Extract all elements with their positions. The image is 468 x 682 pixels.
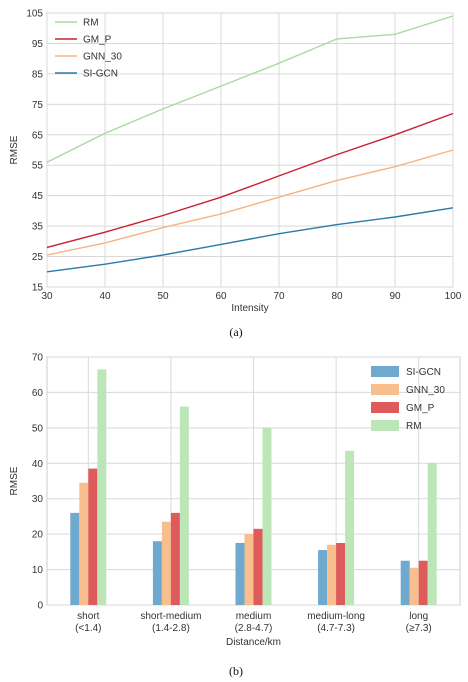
bar-si-gcn-long xyxy=(400,560,410,605)
series-line-gm_p xyxy=(46,112,454,249)
y-tick-label-b: 0 xyxy=(37,601,43,612)
line-chart-rmse-vs-intensity: 30 40 50 60 70 80 90 100 15 25 35 45 55 65 75 85 95 105 In… xyxy=(9,9,462,315)
bar-rm-long xyxy=(427,463,437,605)
x-tick-label-a: 100 xyxy=(445,291,462,302)
x-tick-range-b: (≥7.3) xyxy=(406,623,432,634)
series-line-si-gcn xyxy=(46,207,454,273)
series-line-gnn_30 xyxy=(46,149,454,256)
x-axis-label-b: Distance/km xyxy=(226,637,281,648)
x-axis-label-a: Intensity xyxy=(231,303,268,314)
x-tick-label-a: 90 xyxy=(389,291,401,302)
x-tick-label-a: 60 xyxy=(215,291,227,302)
x-tick-range-b: (2.8-4.7) xyxy=(235,623,273,634)
legend-label-b: GM_P xyxy=(406,403,435,414)
legend-label-a: GM_P xyxy=(83,35,112,46)
y-tick-label-b: 70 xyxy=(32,353,44,364)
y-tick-label-a: 65 xyxy=(32,130,44,141)
y-tick-label-a: 95 xyxy=(32,39,44,50)
legend-label-b: GNN_30 xyxy=(406,385,445,396)
bar-gm_p-long xyxy=(418,560,428,605)
bar-gnn_30-medium-long xyxy=(327,544,337,605)
bar-gnn_30-short xyxy=(79,482,89,605)
bar-rm-medium-long xyxy=(345,450,355,605)
bar-gm_p-medium xyxy=(253,528,263,605)
bar-gm_p-medium-long xyxy=(336,543,346,605)
caption-a: (a) xyxy=(229,325,242,339)
y-tick-label-a: 105 xyxy=(26,9,43,20)
y-tick-label-a: 15 xyxy=(32,283,44,294)
legend-label-a: RM xyxy=(83,18,99,29)
bar-gm_p-short xyxy=(88,468,98,605)
x-tick-label-b: short xyxy=(77,611,99,622)
x-tick-range-b: (4.7-7.3) xyxy=(317,623,355,634)
series-line-rm xyxy=(46,15,454,163)
bar-si-gcn-short-medium xyxy=(152,541,162,605)
x-tick-label-b: medium-long xyxy=(307,611,365,622)
bar-gnn_30-long xyxy=(409,567,419,605)
legend-label-a: SI-GCN xyxy=(83,69,118,80)
y-axis-label-b: RMSE xyxy=(9,466,20,495)
y-tick-label-b: 60 xyxy=(32,388,44,399)
y-tick-label-a: 25 xyxy=(32,252,44,263)
bar-rm-medium xyxy=(262,427,272,605)
legend-label-a: GNN_30 xyxy=(83,52,122,63)
y-tick-label-b: 40 xyxy=(32,459,44,470)
legend-label-b: SI-GCN xyxy=(406,367,441,378)
y-tick-label-b: 50 xyxy=(32,423,44,434)
x-tick-label-b: short-medium xyxy=(140,611,201,622)
plot-area-a xyxy=(46,12,454,288)
x-tick-label-a: 40 xyxy=(99,291,111,302)
y-tick-label-a: 55 xyxy=(32,161,44,172)
x-tick-label-a: 50 xyxy=(157,291,169,302)
x-tick-label-a: 70 xyxy=(273,291,285,302)
legend-swatch-b-gnn_30 xyxy=(371,384,399,395)
bar-chart-rmse-vs-distance: 0 10 20 30 40 50 60 70 short(<1.4) short-medium(1… xyxy=(9,353,461,648)
bar-gm_p-short-medium xyxy=(170,512,180,605)
legend-swatch-b-si-gcn xyxy=(371,366,399,377)
y-tick-label-a: 35 xyxy=(32,222,44,233)
bar-rm-short-medium xyxy=(179,406,189,605)
y-tick-label-a: 75 xyxy=(32,100,44,111)
legend-swatch-b-rm xyxy=(371,420,399,431)
y-tick-label-b: 10 xyxy=(32,565,44,576)
y-tick-label-a: 45 xyxy=(32,191,44,202)
y-axis-label-a: RMSE xyxy=(9,135,20,164)
legend-swatch-b-gm_p xyxy=(371,402,399,413)
legend-label-b: RM xyxy=(406,421,422,432)
y-tick-label-b: 30 xyxy=(32,494,44,505)
x-tick-label-b: medium xyxy=(236,611,272,622)
x-tick-label-a: 30 xyxy=(41,291,53,302)
bar-gnn_30-medium xyxy=(244,534,254,605)
x-tick-range-b: (<1.4) xyxy=(75,623,101,634)
x-tick-label-a: 80 xyxy=(331,291,343,302)
x-tick-label-b: long xyxy=(409,611,428,622)
y-tick-label-a: 85 xyxy=(32,69,44,80)
bar-si-gcn-short xyxy=(70,512,80,605)
bar-si-gcn-medium xyxy=(235,543,245,605)
bar-si-gcn-medium-long xyxy=(318,550,328,605)
bar-gnn_30-short-medium xyxy=(161,521,171,605)
caption-b: (b) xyxy=(229,664,243,678)
bar-rm-short xyxy=(97,369,107,605)
y-tick-label-b: 20 xyxy=(32,530,44,541)
x-tick-range-b: (1.4-2.8) xyxy=(152,623,190,634)
